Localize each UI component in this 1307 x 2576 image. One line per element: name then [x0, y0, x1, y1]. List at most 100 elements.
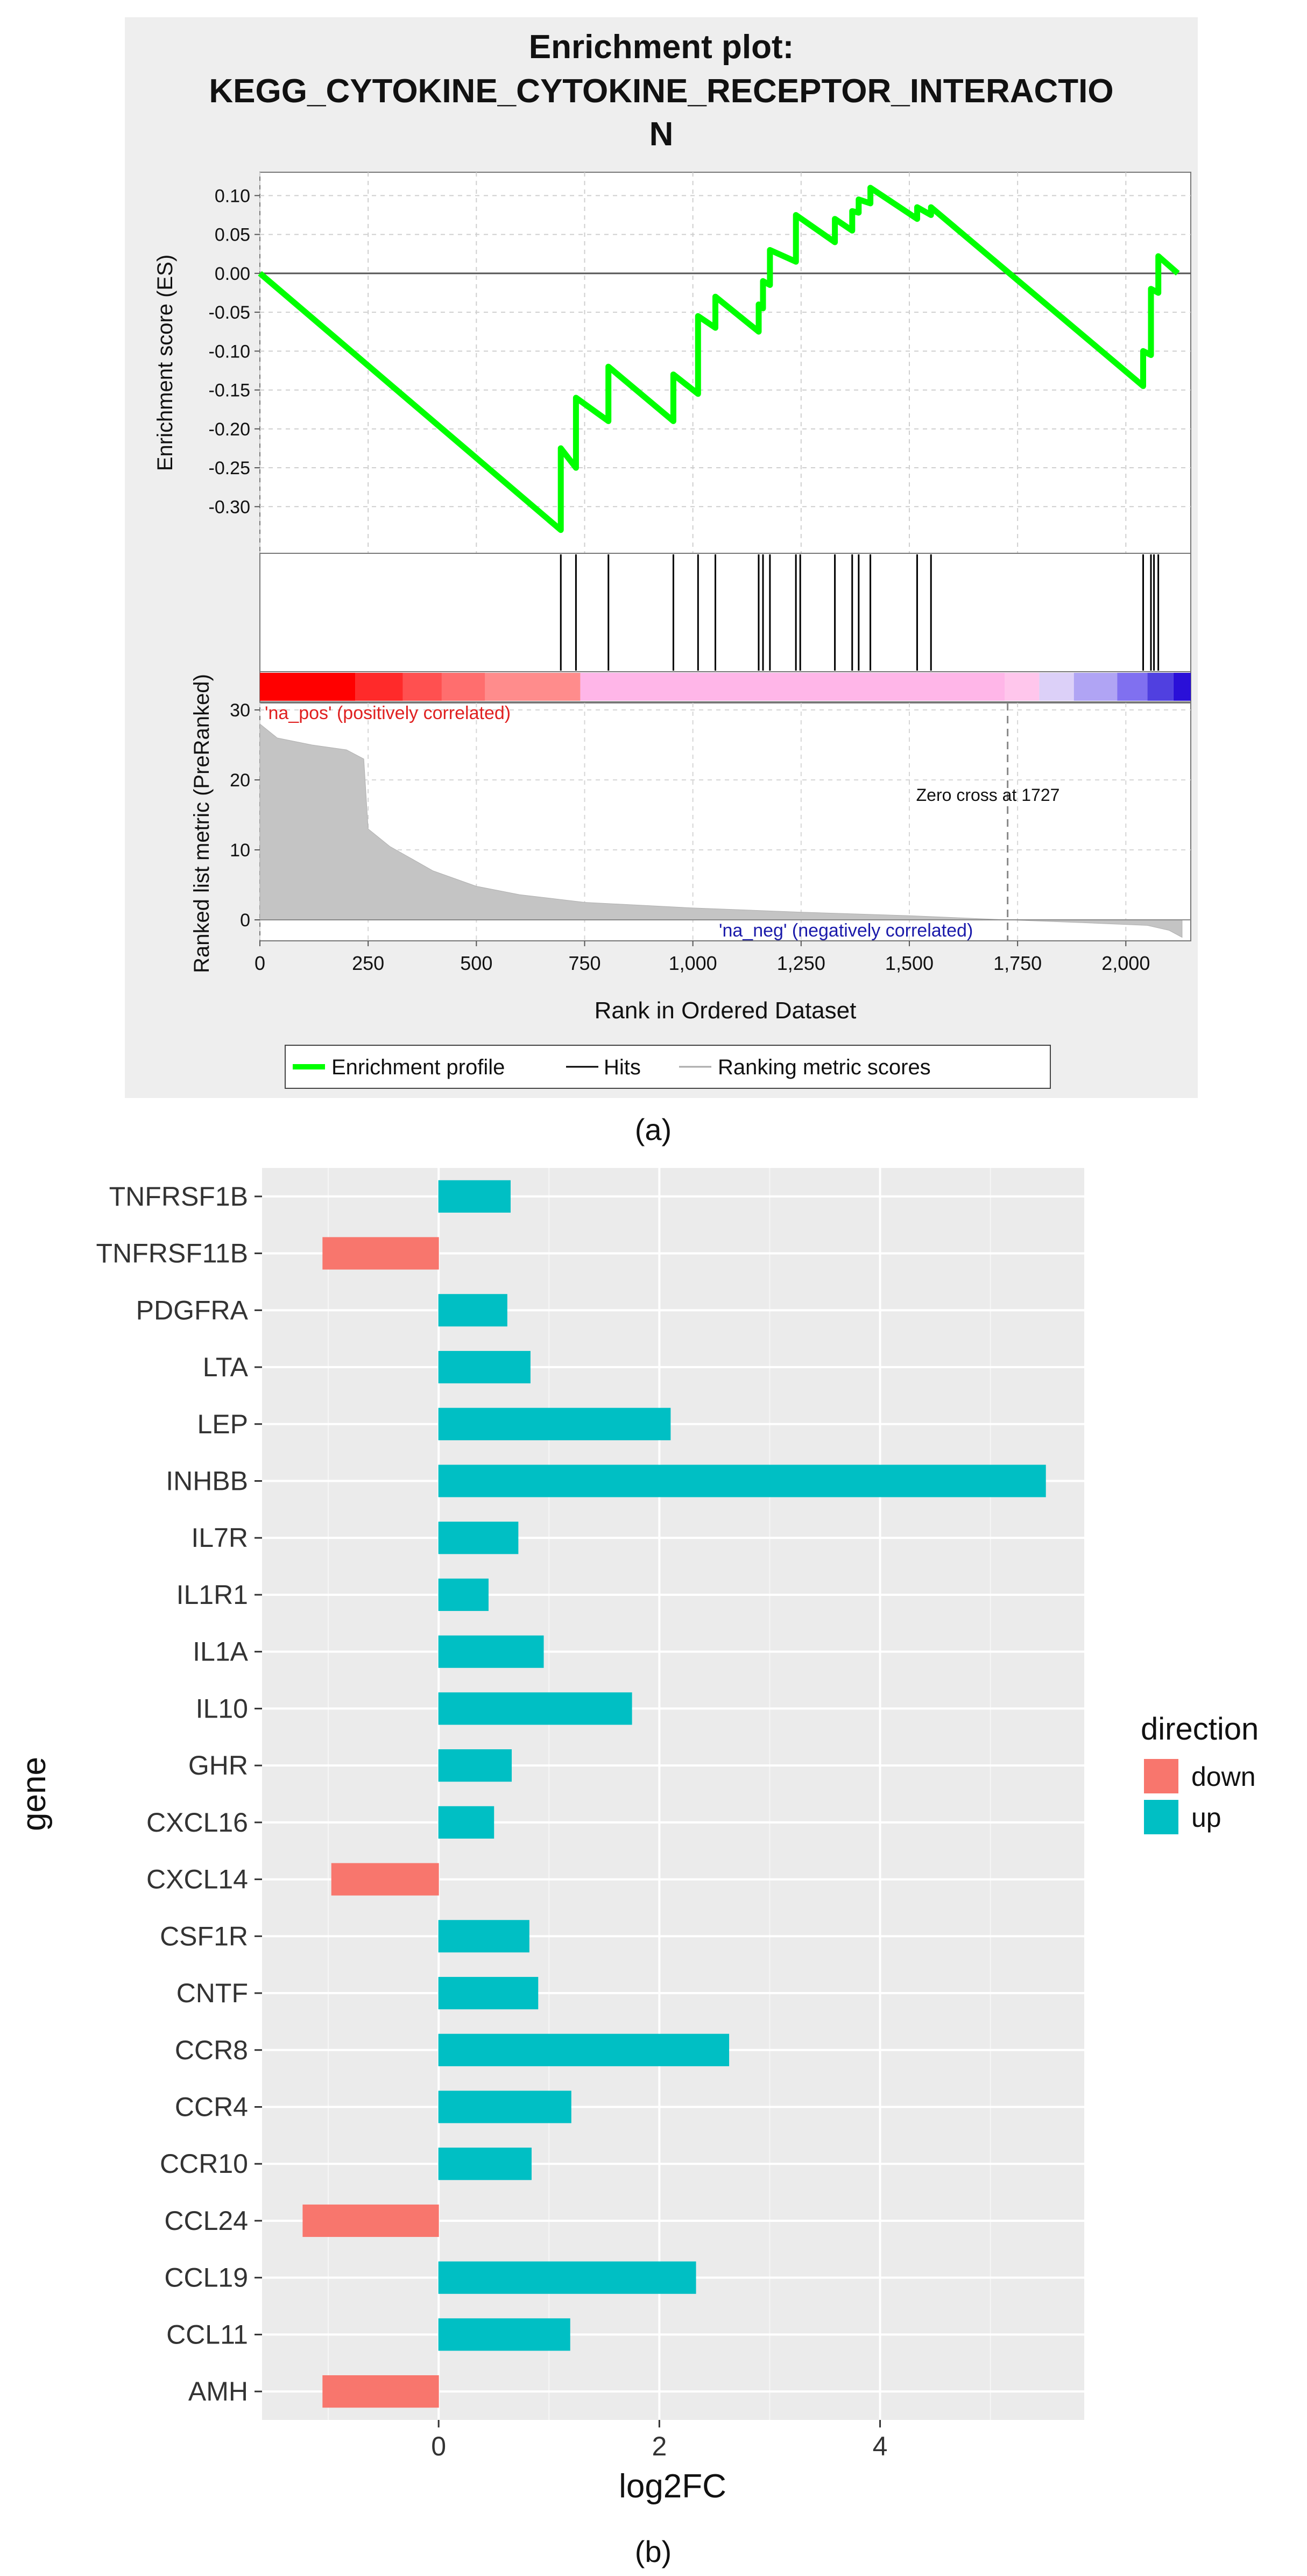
bar-ghr [438, 1749, 512, 1782]
gsea-xtick-label: 500 [460, 952, 492, 974]
legend-swatch-down [1144, 1759, 1178, 1793]
bar-tnfrsf11b [322, 1237, 439, 1270]
bar-ccl24 [302, 2204, 439, 2237]
gene-label-ccr8: CCR8 [175, 2035, 248, 2065]
es-y-axis-label: Enrichment score (ES) [153, 255, 177, 471]
gsea-xtick-label: 1,750 [993, 952, 1042, 974]
bar-il1a [438, 1635, 544, 1668]
gene-label-lta: LTA [203, 1352, 249, 1382]
es-ytick-label: -0.20 [209, 419, 251, 440]
bar-cxcl14 [331, 1863, 439, 1896]
gene-label-amh: AMH [188, 2376, 248, 2406]
gsea-xtick-label: 1,500 [885, 952, 934, 974]
legend-label-down: down [1191, 1762, 1256, 1792]
gene-label-il7r: IL7R [191, 1523, 248, 1553]
bar-ccl19 [438, 2261, 696, 2294]
gsea-legend-box [285, 1045, 1051, 1089]
gsea-title-line-2: KEGG_CYTOKINE_CYTOKINE_RECEPTOR_INTERACT… [209, 73, 1113, 110]
gsea-x-axis-label: Rank in Ordered Dataset [595, 997, 857, 1024]
gene-label-il10: IL10 [196, 1693, 248, 1723]
hits-area [259, 553, 1191, 672]
es-ytick-label: -0.05 [209, 302, 251, 323]
gsea-xtick-label: 1,250 [777, 952, 825, 974]
gsea-panel: Enrichment plot: KEGG_CYTOKINE_CYTOKINE_… [125, 17, 1198, 1146]
metric-ytick-label: 30 [230, 700, 250, 721]
gene-label-cxcl16: CXCL16 [146, 1807, 248, 1838]
neg-correlated-label: 'na_neg' (negatively correlated) [719, 920, 973, 941]
zero-cross-label: Zero cross at 1727 [916, 785, 1060, 805]
heatmap-segment [1147, 673, 1174, 701]
gene-label-ccl24: CCL24 [164, 2206, 248, 2236]
legend-label-up: up [1191, 1803, 1221, 1833]
gsea-xtick-label: 250 [352, 952, 384, 974]
gsea-xtick-label: 2,000 [1101, 952, 1150, 974]
bar-cxcl16 [438, 1806, 494, 1839]
es-ytick-label: -0.25 [209, 458, 251, 478]
bar-cntf [438, 1976, 539, 2010]
es-ytick-label: 0.05 [215, 225, 250, 245]
heatmap-bar [260, 673, 1191, 701]
gsea-xtick-label: 0 [255, 952, 265, 974]
gene-label-pdgfra: PDGFRA [136, 1295, 249, 1325]
log2fc-xtick-label: 2 [652, 2431, 667, 2461]
gsea-title-line-3: N [649, 116, 674, 153]
gene-label-inhbb: INHBB [166, 1466, 248, 1496]
es-ytick-label: 0.00 [215, 264, 250, 284]
hit-marks [560, 554, 1160, 671]
bar-y-axis-label: gene [16, 1757, 53, 1831]
metric-ytick-label: 10 [230, 840, 250, 861]
bar-x-axis-label: log2FC [619, 2468, 726, 2505]
bar-tnfrsf1b [438, 1180, 511, 1213]
bar-csf1r [438, 1920, 529, 1953]
gsea-xtick-label: 1,000 [669, 952, 717, 974]
es-plot-area [259, 172, 1191, 554]
gene-label-cxcl14: CXCL14 [146, 1864, 248, 1895]
es-ytick-label: -0.15 [209, 381, 251, 401]
bars [302, 1180, 1046, 2408]
log2fc-xtick-label: 4 [873, 2431, 888, 2461]
heatmap-segment [1005, 673, 1040, 701]
bar-il1r1 [438, 1578, 489, 1611]
log2fc-xtick-label: 0 [431, 2431, 446, 2461]
gene-label-ccr10: CCR10 [160, 2149, 248, 2179]
heatmap-segment [1173, 673, 1191, 701]
gene-label-ccr4: CCR4 [175, 2092, 248, 2122]
direction-legend: direction down up [1141, 1712, 1259, 1834]
gene-tick-labels: TNFRSF1B TNFRSF11B PDGFRA LTA LEP INHBB IL7R IL… [96, 1181, 262, 2406]
gsea-x-ticks: 0 250 500 750 1,000 1,250 1,500 1,750 2,000 [255, 941, 1150, 974]
heatmap-segment [580, 673, 1005, 701]
metric-y-ticks: 30 20 10 0 [230, 700, 260, 931]
legend-label-hits: Hits [604, 1055, 641, 1079]
bar-lep [438, 1407, 671, 1440]
legend-label-ranking-metric: Ranking metric scores [718, 1055, 931, 1079]
legend-swatch-up [1144, 1800, 1178, 1834]
gsea-title-line-1: Enrichment plot: [529, 29, 794, 66]
heatmap-segment [1039, 673, 1074, 701]
ranking-metric-area [259, 723, 1183, 938]
log2fc-x-ticks: 0 2 4 [431, 2420, 887, 2461]
gene-label-ghr: GHR [188, 1750, 248, 1780]
bar-amh [322, 2375, 439, 2408]
metric-ytick-label: 20 [230, 770, 250, 791]
gene-label-lep: LEP [197, 1409, 248, 1439]
gsea-legend: Enrichment profile Hits Ranking metric s… [285, 1045, 1051, 1089]
bar-ccr4 [438, 2091, 571, 2123]
gene-label-csf1r: CSF1R [160, 1921, 248, 1951]
heatmap-segment [402, 673, 442, 701]
bar-il10 [438, 1692, 632, 1725]
heatmap-segment [1073, 673, 1118, 701]
log2fc-panel: TNFRSF1B TNFRSF11B PDGFRA LTA LEP INHBB IL7R IL… [16, 1168, 1259, 2568]
metric-y-axis-label: Ranked list metric (PreRanked) [190, 674, 214, 973]
es-ytick-label: -0.30 [209, 497, 251, 517]
heatmap-segment [485, 673, 581, 701]
heatmap-segment [260, 673, 356, 701]
bar-ccl11 [438, 2318, 570, 2351]
es-y-ticks: 0.10 0.05 0.00 -0.05 -0.10 -0.15 -0.20 -0.25 -0.… [209, 186, 260, 517]
heatmap-segment [1117, 673, 1148, 701]
gene-label-cntf: CNTF [176, 1978, 248, 2008]
panel-a-label: (a) [635, 1113, 672, 1146]
heatmap-segment [355, 673, 403, 701]
gene-label-ccl19: CCL19 [164, 2263, 248, 2293]
metric-ytick-label: 0 [240, 910, 250, 931]
enrichment-profile-line [258, 185, 1180, 533]
